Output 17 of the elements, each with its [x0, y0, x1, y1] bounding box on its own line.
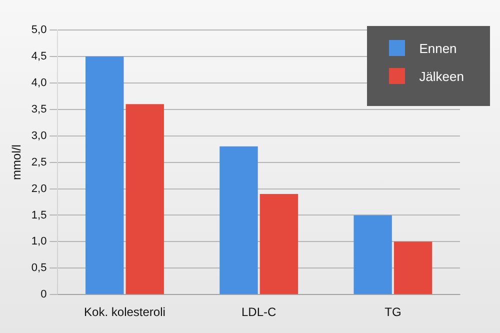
y-tick-label: 4,5	[31, 50, 47, 62]
x-tick-label: TG	[384, 305, 402, 320]
y-tick-label: 5,0	[31, 24, 47, 36]
y-tick-label: 2,0	[31, 182, 47, 195]
y-tick-label: 0	[40, 288, 47, 301]
y-axis-title: mmol/l	[10, 144, 24, 180]
legend-label: Ennen	[419, 40, 457, 56]
y-tick-label: 2,5	[31, 156, 47, 168]
y-tick-label: 1,5	[31, 209, 47, 222]
y-tick-label: 0,5	[31, 262, 47, 274]
y-tick-label: 1,0	[31, 236, 47, 248]
y-tick-label: 3,0	[31, 130, 47, 142]
x-tick-label: LDL-C	[242, 305, 277, 320]
legend-label: Jälkeen	[419, 68, 464, 84]
y-tick-label: 3,5	[31, 103, 47, 116]
y-tick-label: 4,0	[31, 76, 47, 89]
x-tick-label: Kok. kolesteroli	[84, 305, 166, 320]
